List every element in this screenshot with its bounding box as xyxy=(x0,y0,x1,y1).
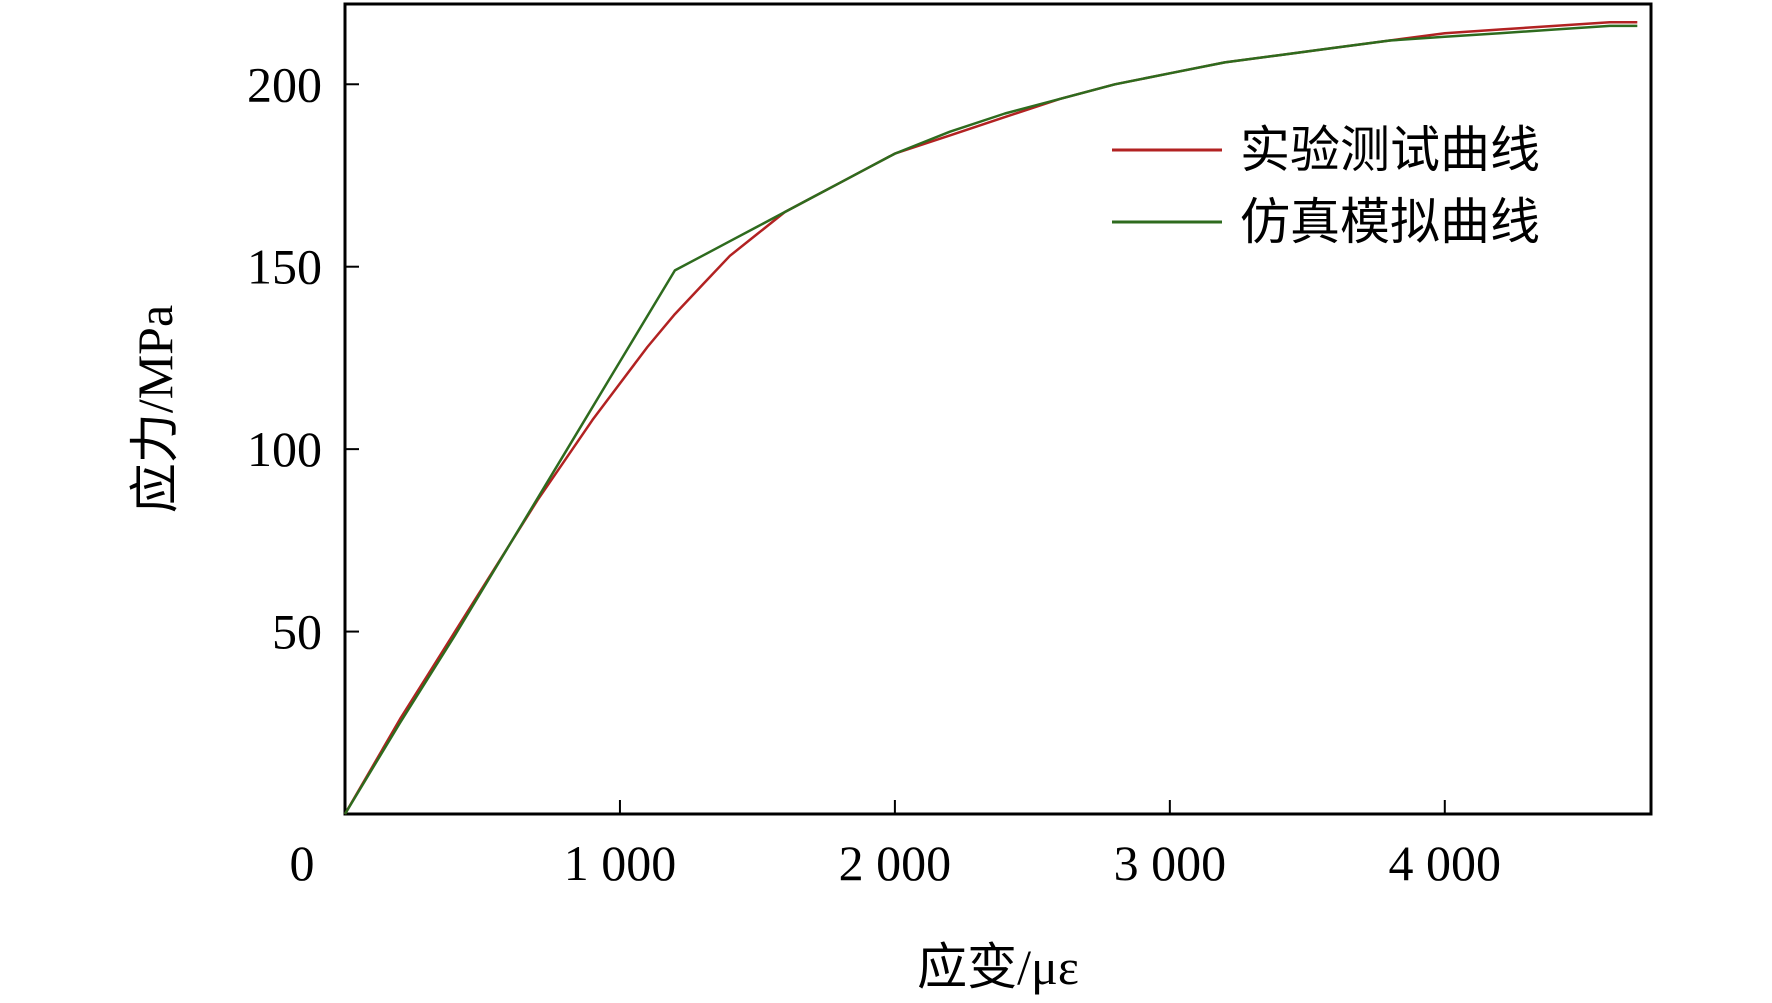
y-tick-label: 200 xyxy=(247,56,322,112)
x-tick-label: 1 000 xyxy=(564,835,677,891)
x-axis: 0 1 000 2 000 3 000 4 000 xyxy=(290,800,1502,891)
y-axis-title: 应力/MPa xyxy=(127,305,183,513)
y-tick-label: 100 xyxy=(247,421,322,477)
legend-label: 仿真模拟曲线 xyxy=(1240,194,1540,250)
x-tick-label: 0 xyxy=(290,835,315,891)
x-tick-label: 2 000 xyxy=(839,835,952,891)
x-tick-label: 4 000 xyxy=(1389,835,1502,891)
y-axis: 50 100 150 200 xyxy=(247,56,359,660)
series-layer xyxy=(343,20,1638,815)
x-tick-label: 3 000 xyxy=(1114,835,1227,891)
y-tick-label: 50 xyxy=(272,604,322,660)
x-axis-title: 应变/με xyxy=(917,939,1079,995)
y-tick-label: 150 xyxy=(247,239,322,295)
legend-label: 实验测试曲线 xyxy=(1240,122,1540,178)
plot-frame xyxy=(343,2,1653,816)
series-line-simulation xyxy=(343,24,1638,815)
